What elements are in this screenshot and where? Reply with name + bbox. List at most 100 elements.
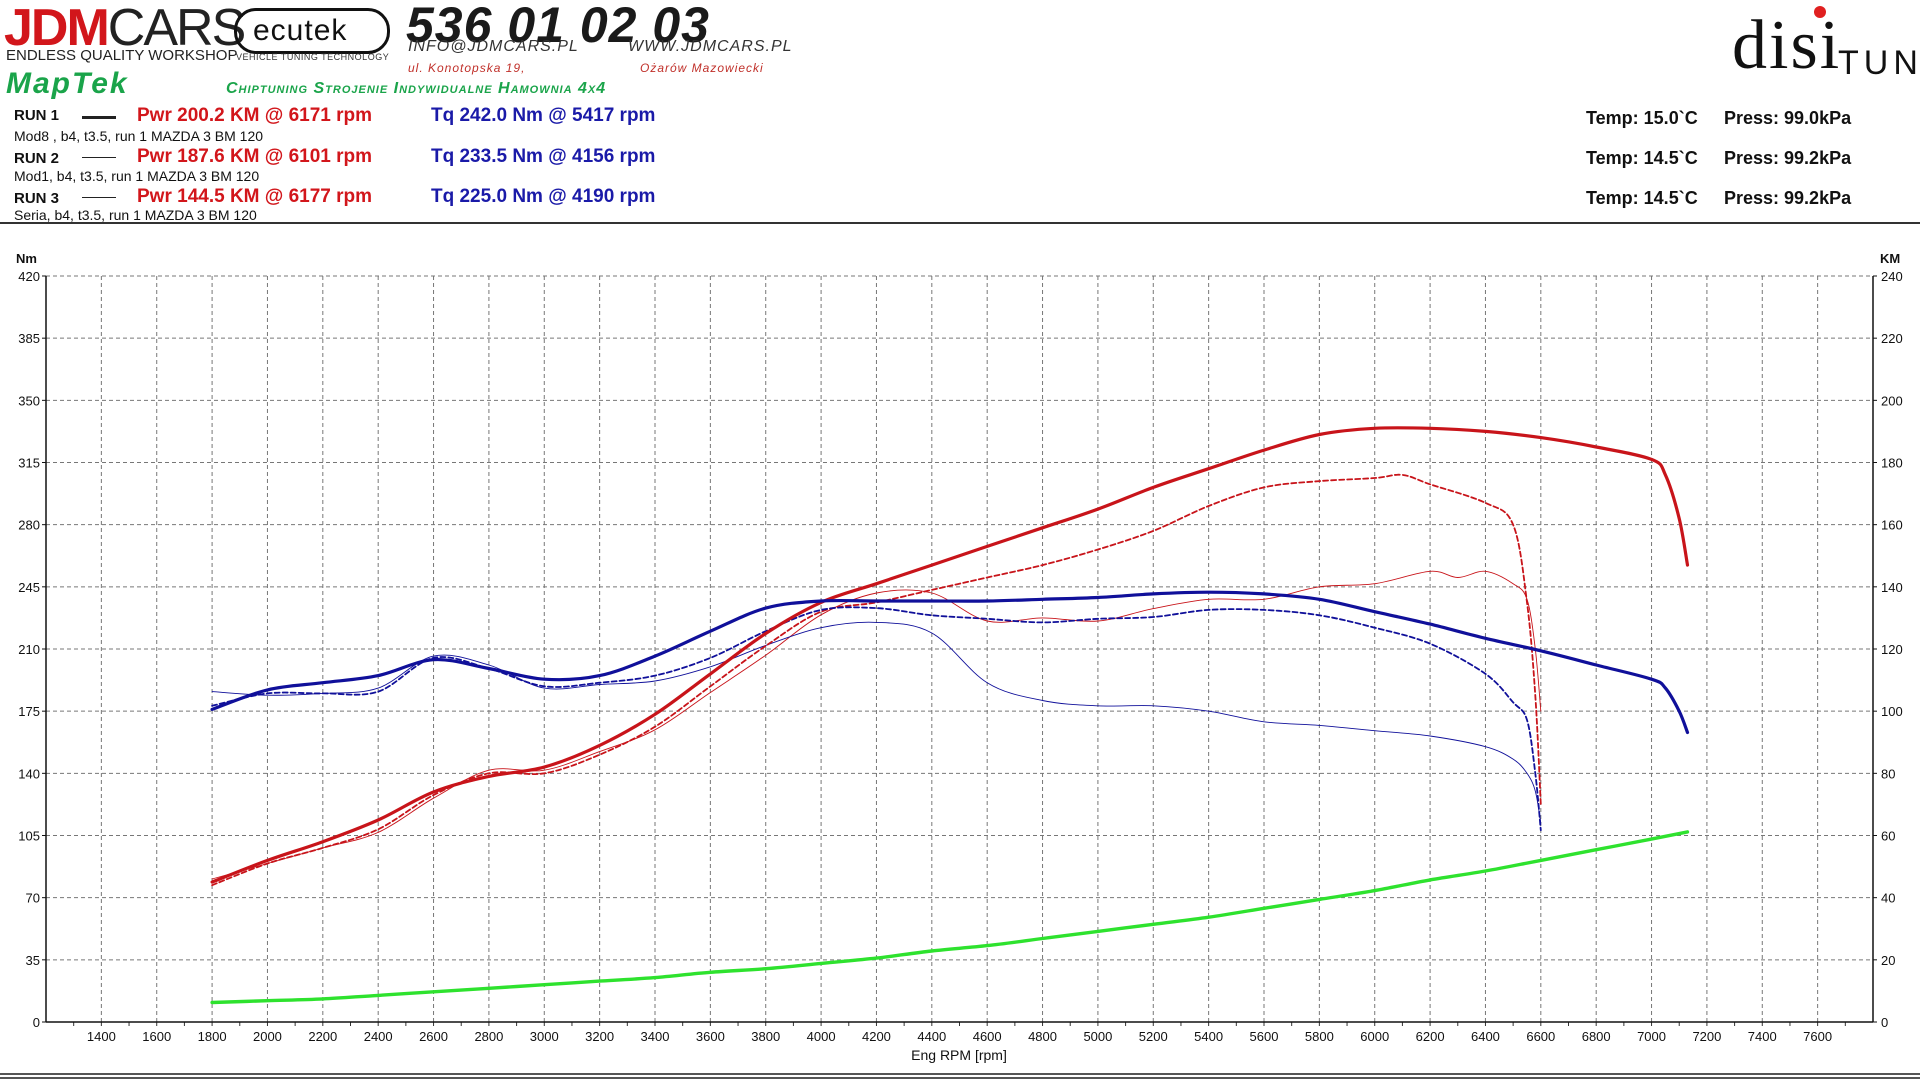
ecutek-brand: ecutek <box>253 14 348 47</box>
run3-pressure: Press: 99.2kPa <box>1724 188 1852 208</box>
x-tick-label: 5400 <box>1194 1029 1223 1044</box>
run1-line-sample <box>82 116 116 119</box>
x-tick-label: 2400 <box>364 1029 393 1044</box>
run3-line-sample <box>82 197 116 198</box>
run3-torque-curve <box>211 621 1542 824</box>
y-right-tick-label: 100 <box>1881 704 1903 719</box>
y-right-tick-label: 220 <box>1881 331 1903 346</box>
services-tagline: Chiptuning Strojenie Indywidualne Hamown… <box>226 80 607 97</box>
phone-number: 536 01 02 03 <box>406 0 710 53</box>
chart-axes: 1400 1600 1800 2000 2200 2400 2600 2800 3000 3200… <box>18 269 1902 1044</box>
x-tick-label: 3400 <box>641 1029 670 1044</box>
website-address: WWW.JDMCARS.PL <box>628 38 793 55</box>
footer-separator-2 <box>0 1077 1920 1079</box>
run3-name: RUN 3 <box>14 190 60 207</box>
run2-power-curve <box>211 473 1542 887</box>
y-left-tick-label: 210 <box>18 642 40 657</box>
x-tick-label: 6400 <box>1471 1029 1500 1044</box>
x-tick-label: 6600 <box>1526 1029 1555 1044</box>
run1-temperature: Temp: 15.0`C <box>1586 108 1698 128</box>
run2-line-sample <box>82 157 116 158</box>
x-tick-label: 3600 <box>696 1029 725 1044</box>
run1-name: RUN 1 <box>14 107 60 124</box>
x-tick-label: 2200 <box>308 1029 337 1044</box>
run2-name: RUN 2 <box>14 150 60 167</box>
footer-separator-1 <box>0 1073 1920 1075</box>
dyno-chart: 1400 1600 1800 2000 2200 2400 2600 2800 3000 3200… <box>16 251 1903 1063</box>
email-address: INFO@JDMCARS.PL <box>408 38 579 55</box>
x-tick-label: 4200 <box>862 1029 891 1044</box>
x-tick-label: 3800 <box>751 1029 780 1044</box>
x-tick-label: 7200 <box>1692 1029 1721 1044</box>
y-right-tick-label: 120 <box>1881 642 1903 657</box>
x-tick-label: 4800 <box>1028 1029 1057 1044</box>
y-axis-left-label: Nm <box>16 251 37 266</box>
ecutek-logo: ecutek <box>234 8 390 54</box>
cars-brand: CARS <box>107 0 246 57</box>
x-tick-label: 7000 <box>1637 1029 1666 1044</box>
run3-power-peak: Pwr 144.5 KM @ 6177 rpm <box>137 186 373 207</box>
y-right-tick-label: 40 <box>1881 891 1895 906</box>
x-tick-label: 6200 <box>1416 1029 1445 1044</box>
x-axis-label: Eng RPM [rpm] <box>911 1047 1007 1063</box>
x-tick-label: 4000 <box>807 1029 836 1044</box>
x-tick-label: 5600 <box>1250 1029 1279 1044</box>
x-tick-label: 2600 <box>419 1029 448 1044</box>
disitune-logo: disi <box>1732 7 1842 84</box>
run1-torque-curve <box>210 590 1690 735</box>
run2-pressure: Press: 99.2kPa <box>1724 148 1852 168</box>
x-tick-label: 4600 <box>973 1029 1002 1044</box>
y-left-tick-label: 0 <box>33 1015 40 1030</box>
green-curve <box>210 830 1690 1005</box>
y-left-tick-label: 35 <box>26 953 40 968</box>
y-left-tick-label: 175 <box>18 704 40 719</box>
run2-power-peak: Pwr 187.6 KM @ 6101 rpm <box>137 146 373 167</box>
x-tick-label: 4400 <box>917 1029 946 1044</box>
y-right-tick-label: 160 <box>1881 518 1903 533</box>
x-tick-label: 3200 <box>585 1029 614 1044</box>
run2-temperature: Temp: 14.5`C <box>1586 148 1698 168</box>
chart-grid <box>46 275 1873 1022</box>
street-address: ul. Konotopska 19, <box>408 61 526 75</box>
y-left-tick-label: 315 <box>18 456 40 471</box>
x-tick-label: 2000 <box>253 1029 282 1044</box>
y-right-tick-label: 180 <box>1881 456 1903 471</box>
x-tick-label: 1800 <box>198 1029 227 1044</box>
y-left-tick-label: 105 <box>18 829 40 844</box>
y-right-tick-label: 60 <box>1881 829 1895 844</box>
y-right-tick-label: 240 <box>1881 269 1903 284</box>
run2-torque-peak: Tq 233.5 Nm @ 4156 rpm <box>431 146 656 167</box>
y-axis-right-label: KM <box>1880 251 1900 266</box>
x-tick-label: 2800 <box>474 1029 503 1044</box>
run3-description: Seria, b4, t3.5, run 1 MAZDA 3 BM 120 <box>14 207 257 223</box>
run1-pressure: Press: 99.0kPa <box>1724 108 1852 128</box>
jdmcars-tagline: ENDLESS QUALITY WORKSHOP <box>6 47 238 64</box>
run3-torque-peak: Tq 225.0 Nm @ 4190 rpm <box>431 186 656 207</box>
x-tick-label: 6000 <box>1360 1029 1389 1044</box>
y-right-tick-label: 20 <box>1881 953 1895 968</box>
run1-description: Mod8 , b4, t3.5, run 1 MAZDA 3 BM 120 <box>14 128 264 144</box>
x-tick-label: 3000 <box>530 1029 559 1044</box>
y-right-tick-label: 140 <box>1881 580 1903 595</box>
x-tick-label: 7600 <box>1803 1029 1832 1044</box>
city-address: Ożarów Mazowiecki <box>640 61 764 75</box>
y-left-tick-label: 420 <box>18 269 40 284</box>
disitune-tune: TUNE <box>1838 44 1920 82</box>
run2-torque-curve <box>211 606 1542 832</box>
run1-power-curve <box>210 426 1690 884</box>
y-left-tick-label: 280 <box>18 518 40 533</box>
y-right-tick-label: 80 <box>1881 766 1895 781</box>
x-tick-label: 5800 <box>1305 1029 1334 1044</box>
y-left-tick-label: 245 <box>18 580 40 595</box>
run3-temperature: Temp: 14.5`C <box>1586 188 1698 208</box>
x-tick-label: 5000 <box>1083 1029 1112 1044</box>
run1-power-peak: Pwr 200.2 KM @ 6171 rpm <box>137 105 373 126</box>
y-left-tick-label: 70 <box>26 891 40 906</box>
disitune-logo-dot <box>1814 6 1826 18</box>
chart-series <box>210 426 1690 1005</box>
run2-description: Mod1, b4, t3.5, run 1 MAZDA 3 BM 120 <box>14 168 260 184</box>
y-left-tick-label: 385 <box>18 331 40 346</box>
x-tick-label: 5200 <box>1139 1029 1168 1044</box>
jdmcars-logo: JDMCARS <box>4 0 246 57</box>
maptek-logo: MapTek <box>6 67 129 100</box>
